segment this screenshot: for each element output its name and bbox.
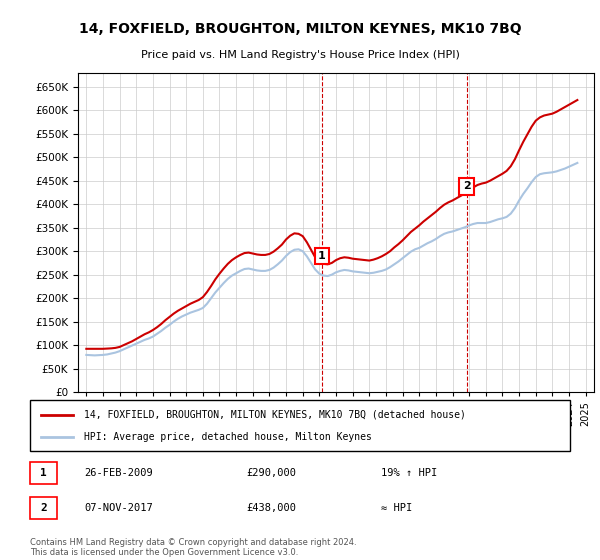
Text: Price paid vs. HM Land Registry's House Price Index (HPI): Price paid vs. HM Land Registry's House …: [140, 50, 460, 60]
Text: ≈ HPI: ≈ HPI: [381, 503, 412, 513]
FancyBboxPatch shape: [30, 462, 57, 484]
FancyBboxPatch shape: [30, 497, 57, 520]
Text: Contains HM Land Registry data © Crown copyright and database right 2024.
This d: Contains HM Land Registry data © Crown c…: [30, 538, 356, 557]
Text: 1: 1: [40, 468, 47, 478]
Text: £290,000: £290,000: [246, 468, 296, 478]
Text: £438,000: £438,000: [246, 503, 296, 513]
FancyBboxPatch shape: [30, 400, 570, 451]
Text: 14, FOXFIELD, BROUGHTON, MILTON KEYNES, MK10 7BQ: 14, FOXFIELD, BROUGHTON, MILTON KEYNES, …: [79, 22, 521, 36]
Text: 19% ↑ HPI: 19% ↑ HPI: [381, 468, 437, 478]
Text: HPI: Average price, detached house, Milton Keynes: HPI: Average price, detached house, Milt…: [84, 432, 372, 442]
Text: 14, FOXFIELD, BROUGHTON, MILTON KEYNES, MK10 7BQ (detached house): 14, FOXFIELD, BROUGHTON, MILTON KEYNES, …: [84, 409, 466, 419]
Text: 1: 1: [318, 251, 326, 261]
Text: 2: 2: [40, 503, 47, 513]
Text: 07-NOV-2017: 07-NOV-2017: [84, 503, 153, 513]
Text: 26-FEB-2009: 26-FEB-2009: [84, 468, 153, 478]
Text: 2: 2: [463, 181, 470, 192]
